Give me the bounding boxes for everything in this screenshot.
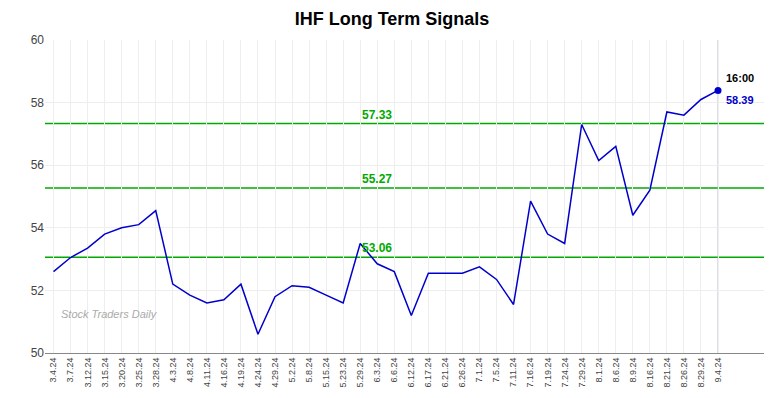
svg-text:3.25.24: 3.25.24 [134,358,144,388]
svg-text:58.39: 58.39 [726,94,754,106]
svg-text:7.16.24: 7.16.24 [526,358,536,388]
svg-text:56: 56 [31,158,45,172]
svg-text:7.1.24: 7.1.24 [474,358,484,383]
svg-text:5.23.24: 5.23.24 [338,358,348,388]
svg-text:4.3.24: 4.3.24 [168,358,178,383]
svg-text:53.06: 53.06 [362,241,392,255]
svg-text:9.4.24: 9.4.24 [713,358,723,383]
svg-text:3.15.24: 3.15.24 [100,358,110,388]
svg-text:6.26.24: 6.26.24 [457,358,467,388]
svg-text:5.29.24: 5.29.24 [355,358,365,388]
svg-text:5.2.24: 5.2.24 [287,358,297,383]
svg-text:8.9.24: 8.9.24 [628,358,638,383]
svg-text:5.15.24: 5.15.24 [321,358,331,388]
svg-text:3.20.24: 3.20.24 [117,358,127,388]
svg-text:8.6.24: 8.6.24 [611,358,621,383]
svg-text:7.19.24: 7.19.24 [543,358,553,388]
svg-text:60: 60 [31,33,45,47]
svg-text:6.3.24: 6.3.24 [372,358,382,383]
svg-text:7.29.24: 7.29.24 [577,358,587,388]
svg-text:4.29.24: 4.29.24 [270,358,280,388]
svg-text:8.21.24: 8.21.24 [662,358,672,388]
svg-text:4.8.24: 4.8.24 [185,358,195,383]
svg-text:4.11.24: 4.11.24 [202,358,212,387]
svg-text:Stock Traders Daily: Stock Traders Daily [61,308,158,320]
svg-text:4.24.24: 4.24.24 [253,358,263,388]
svg-text:57.33: 57.33 [362,108,392,122]
svg-text:3.4.24: 3.4.24 [48,358,58,383]
svg-text:8.26.24: 8.26.24 [679,358,689,388]
svg-text:6.12.24: 6.12.24 [406,358,416,388]
svg-text:3.7.24: 3.7.24 [65,358,75,383]
svg-text:6.6.24: 6.6.24 [389,358,399,383]
svg-text:8.1.24: 8.1.24 [594,358,604,383]
svg-text:6.21.24: 6.21.24 [440,358,450,388]
svg-text:3.28.24: 3.28.24 [151,358,161,388]
svg-text:52: 52 [31,284,45,298]
svg-text:55.27: 55.27 [362,172,392,186]
svg-text:7.11.24: 7.11.24 [508,358,518,387]
svg-text:7.24.24: 7.24.24 [560,358,570,388]
svg-text:7.5.24: 7.5.24 [491,358,501,383]
svg-text:8.29.24: 8.29.24 [696,358,706,388]
svg-text:3.12.24: 3.12.24 [83,358,93,388]
svg-text:58: 58 [31,96,45,110]
svg-text:6.17.24: 6.17.24 [423,358,433,388]
svg-text:5.8.24: 5.8.24 [304,358,314,383]
svg-text:8.16.24: 8.16.24 [645,358,655,388]
svg-text:16:00: 16:00 [726,72,754,84]
svg-text:50: 50 [31,346,45,360]
svg-text:4.16.24: 4.16.24 [219,358,229,388]
svg-text:54: 54 [31,221,45,235]
svg-text:IHF Long Term Signals: IHF Long Term Signals [295,9,490,29]
svg-text:4.19.24: 4.19.24 [236,358,246,388]
